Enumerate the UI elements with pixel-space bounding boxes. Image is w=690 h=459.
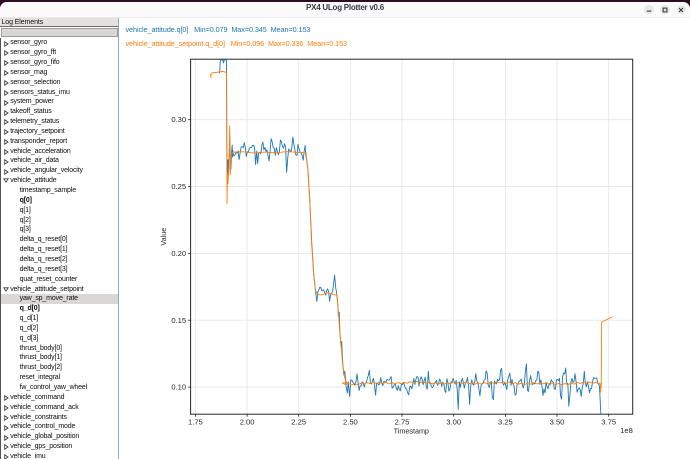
svg-text:1.75: 1.75 <box>188 418 203 427</box>
svg-text:2.50: 2.50 <box>343 418 358 427</box>
svg-text:0.30: 0.30 <box>171 115 186 124</box>
svg-text:0.25: 0.25 <box>171 182 186 191</box>
svg-text:3.50: 3.50 <box>550 418 565 427</box>
svg-text:Value: Value <box>159 228 168 246</box>
svg-text:2.25: 2.25 <box>291 418 306 427</box>
svg-text:0.20: 0.20 <box>171 249 186 258</box>
svg-text:2.75: 2.75 <box>395 418 410 427</box>
svg-text:2.00: 2.00 <box>240 418 255 427</box>
svg-text:0.15: 0.15 <box>171 316 186 325</box>
svg-text:0.10: 0.10 <box>171 383 186 392</box>
svg-text:1e8: 1e8 <box>620 426 633 435</box>
svg-text:3.75: 3.75 <box>601 418 616 427</box>
svg-text:Timestamp: Timestamp <box>394 427 429 436</box>
svg-text:3.00: 3.00 <box>446 418 461 427</box>
svg-text:3.25: 3.25 <box>498 418 513 427</box>
